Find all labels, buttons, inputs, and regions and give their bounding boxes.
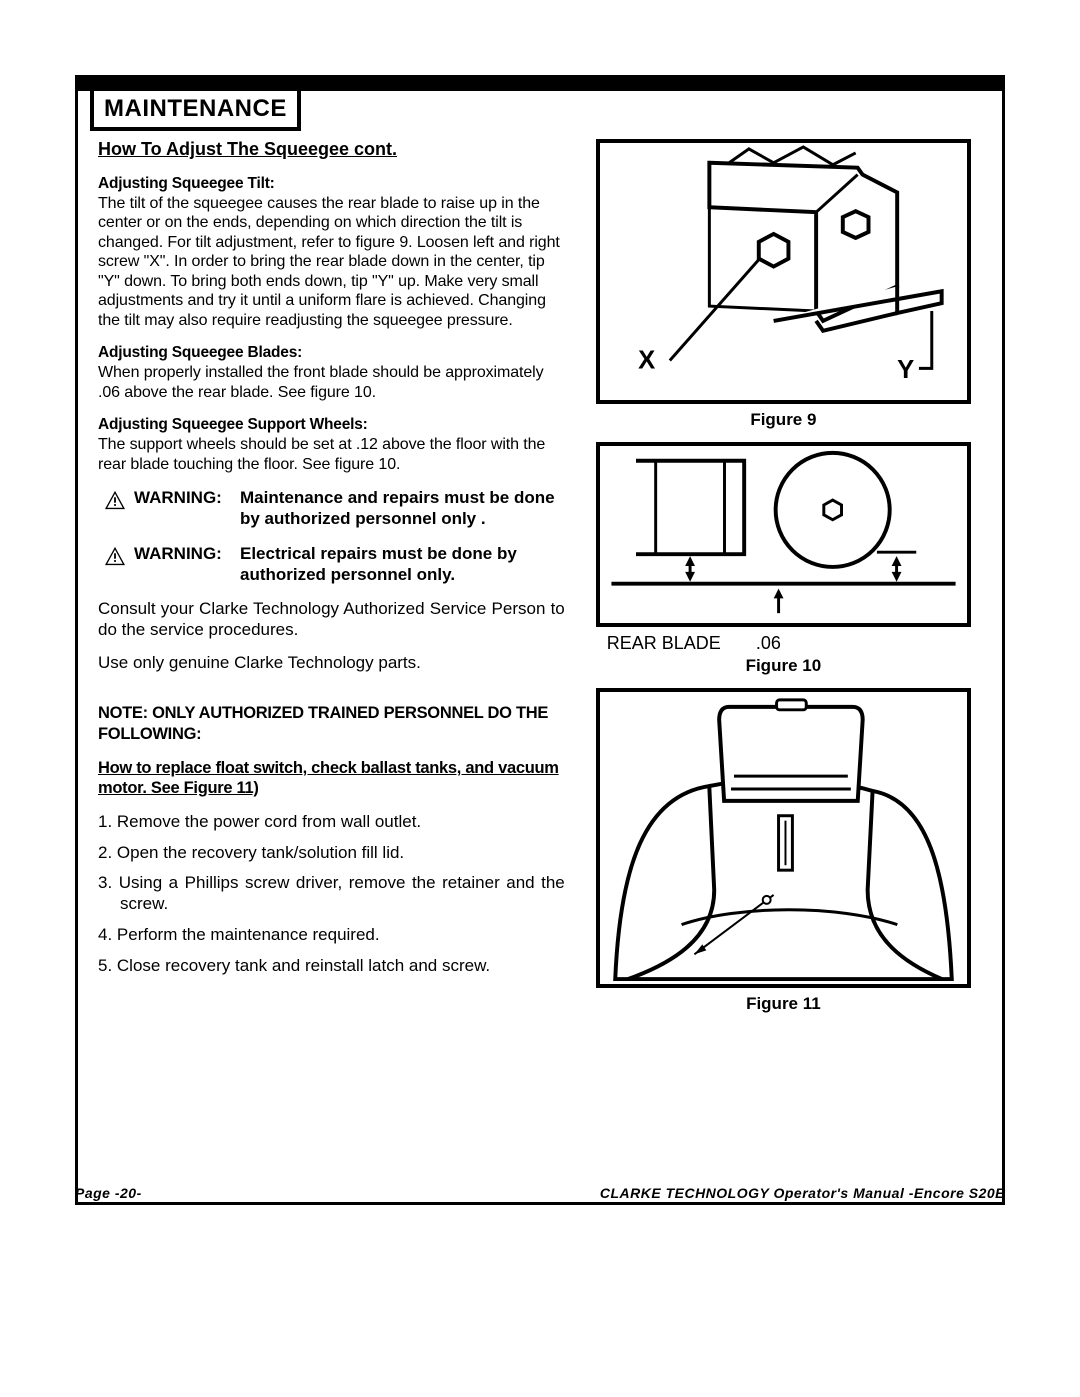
- figure-9-drawing: X Y: [600, 143, 967, 400]
- para-3: Adjusting Squeegee Support Wheels: The s…: [98, 416, 565, 474]
- para-3-body: The support wheels should be set at .12 …: [98, 435, 565, 474]
- plain-para-2: Use only genuine Clarke Technology parts…: [98, 653, 565, 674]
- figure-10-caption: Figure 10: [585, 656, 982, 676]
- page-footer: Page -20- CLARKE TECHNOLOGY Operator's M…: [75, 1185, 1005, 1201]
- section-title: MAINTENANCE: [90, 87, 301, 131]
- warning-1: WARNING: Maintenance and repairs must be…: [98, 488, 565, 529]
- plain-para-1: Consult your Clarke Technology Authorize…: [98, 599, 565, 640]
- subsection-title: How To Adjust The Squeegee cont.: [98, 139, 565, 161]
- figure-10-box: [596, 442, 971, 627]
- note-heading: NOTE: ONLY AUTHORIZED TRAINED PERSONNEL …: [98, 703, 565, 743]
- para-2: Adjusting Squeegee Blades: When properly…: [98, 344, 565, 402]
- step-3: 3. Using a Phillips screw driver, remove…: [98, 873, 565, 914]
- figure-11-box: [596, 688, 971, 988]
- warning-1-label: WARNING:: [134, 488, 232, 509]
- page-frame: MAINTENANCE How To Adjust The Squeegee c…: [75, 75, 1005, 1205]
- left-column: How To Adjust The Squeegee cont. Adjusti…: [98, 139, 565, 1192]
- figure-11-drawing: [600, 692, 967, 984]
- figure-9-box: X Y: [596, 139, 971, 404]
- warning-2-text: Electrical repairs must be done by autho…: [240, 544, 565, 585]
- para-3-heading: Adjusting Squeegee Support Wheels:: [98, 416, 565, 435]
- warning-1-text: Maintenance and repairs must be done by …: [240, 488, 565, 529]
- svg-text:Y: Y: [897, 356, 914, 384]
- figure-9-caption: Figure 9: [585, 410, 982, 430]
- figure-11-caption: Figure 11: [585, 994, 982, 1014]
- warning-triangle-icon: [104, 490, 126, 510]
- step-2: 2. Open the recovery tank/solution fill …: [98, 843, 565, 864]
- footer-right: CLARKE TECHNOLOGY Operator's Manual -Enc…: [600, 1185, 1005, 1201]
- para-1-body: The tilt of the squeegee causes the rear…: [98, 194, 565, 331]
- warning-2-label: WARNING:: [134, 544, 232, 565]
- rear-blade-label: REAR BLADE: [607, 633, 721, 653]
- right-column: X Y Figure 9: [585, 139, 982, 1192]
- figure-10-extra-label: REAR BLADE .06: [607, 633, 982, 654]
- para-1: Adjusting Squeegee Tilt: The tilt of the…: [98, 175, 565, 331]
- warning-triangle-icon: [104, 546, 126, 566]
- steps-list: 1. Remove the power cord from wall outle…: [98, 812, 565, 976]
- step-1: 1. Remove the power cord from wall outle…: [98, 812, 565, 833]
- para-2-heading: Adjusting Squeegee Blades:: [98, 344, 565, 363]
- step-4: 4. Perform the maintenance required.: [98, 925, 565, 946]
- step-5: 5. Close recovery tank and reinstall lat…: [98, 956, 565, 977]
- note-sub: How to replace float switch, check balla…: [98, 758, 565, 798]
- svg-text:X: X: [638, 346, 655, 374]
- para-1-heading: Adjusting Squeegee Tilt:: [98, 175, 565, 194]
- figure-10-drawing: [600, 446, 967, 623]
- footer-left: Page -20-: [75, 1185, 142, 1201]
- rear-blade-value: .06: [756, 633, 781, 653]
- warning-2: WARNING: Electrical repairs must be done…: [98, 544, 565, 585]
- content-area: How To Adjust The Squeegee cont. Adjusti…: [78, 91, 1002, 1202]
- para-2-body: When properly installed the front blade …: [98, 363, 565, 402]
